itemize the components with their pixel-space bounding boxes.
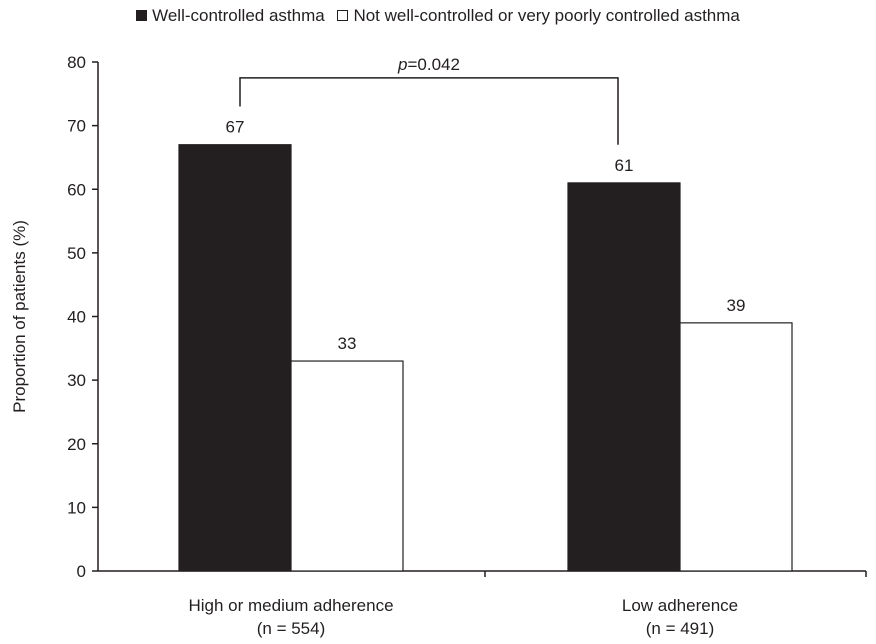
legend-swatch-well-controlled [136,10,148,21]
bar-well-controlled [178,144,292,572]
y-tick-label: 20 [67,435,86,454]
data-label: 61 [615,156,634,175]
p-value-annotation: p=0.042 [397,55,460,74]
chart-legend: Well-controlled asthma Not well-controll… [0,6,876,26]
x-tick-sublabel: (n = 554) [257,619,326,638]
y-tick-label: 40 [67,308,86,327]
bar-well-controlled [567,182,681,572]
bar-not-well-controlled [290,360,404,572]
y-axis-title: Proportion of patients (%) [10,220,29,413]
y-tick-label: 50 [67,244,86,263]
data-label: 39 [727,296,746,315]
legend-swatch-not-well-controlled [337,10,349,21]
plot-area: 0 10 20 30 40 50 60 70 80 67 61 33 39 High or medium … [10,53,867,638]
data-label: 33 [338,334,357,353]
data-label: 67 [226,118,245,137]
x-tick-label: Low adherence [622,596,738,615]
y-tick-label: 30 [67,371,86,390]
y-tick-label: 60 [67,180,86,199]
y-tick-label: 80 [67,53,86,72]
significance-bracket [239,77,619,145]
legend-item-well-controlled: Well-controlled asthma [136,6,325,26]
x-tick-label: High or medium adherence [188,596,393,615]
p-value: =0.042 [407,55,459,74]
legend-label-well-controlled: Well-controlled asthma [152,6,325,25]
legend-label-not-well-controlled: Not well-controlled or very poorly contr… [353,6,740,25]
bar-not-well-controlled [679,322,793,572]
x-tick-sublabel: (n = 491) [646,619,715,638]
y-tick-label: 70 [67,117,86,136]
y-tick-label: 10 [67,498,86,517]
p-symbol: p [397,55,407,74]
y-tick-label: 0 [77,562,86,581]
legend-item-not-well-controlled: Not well-controlled or very poorly contr… [337,6,740,26]
